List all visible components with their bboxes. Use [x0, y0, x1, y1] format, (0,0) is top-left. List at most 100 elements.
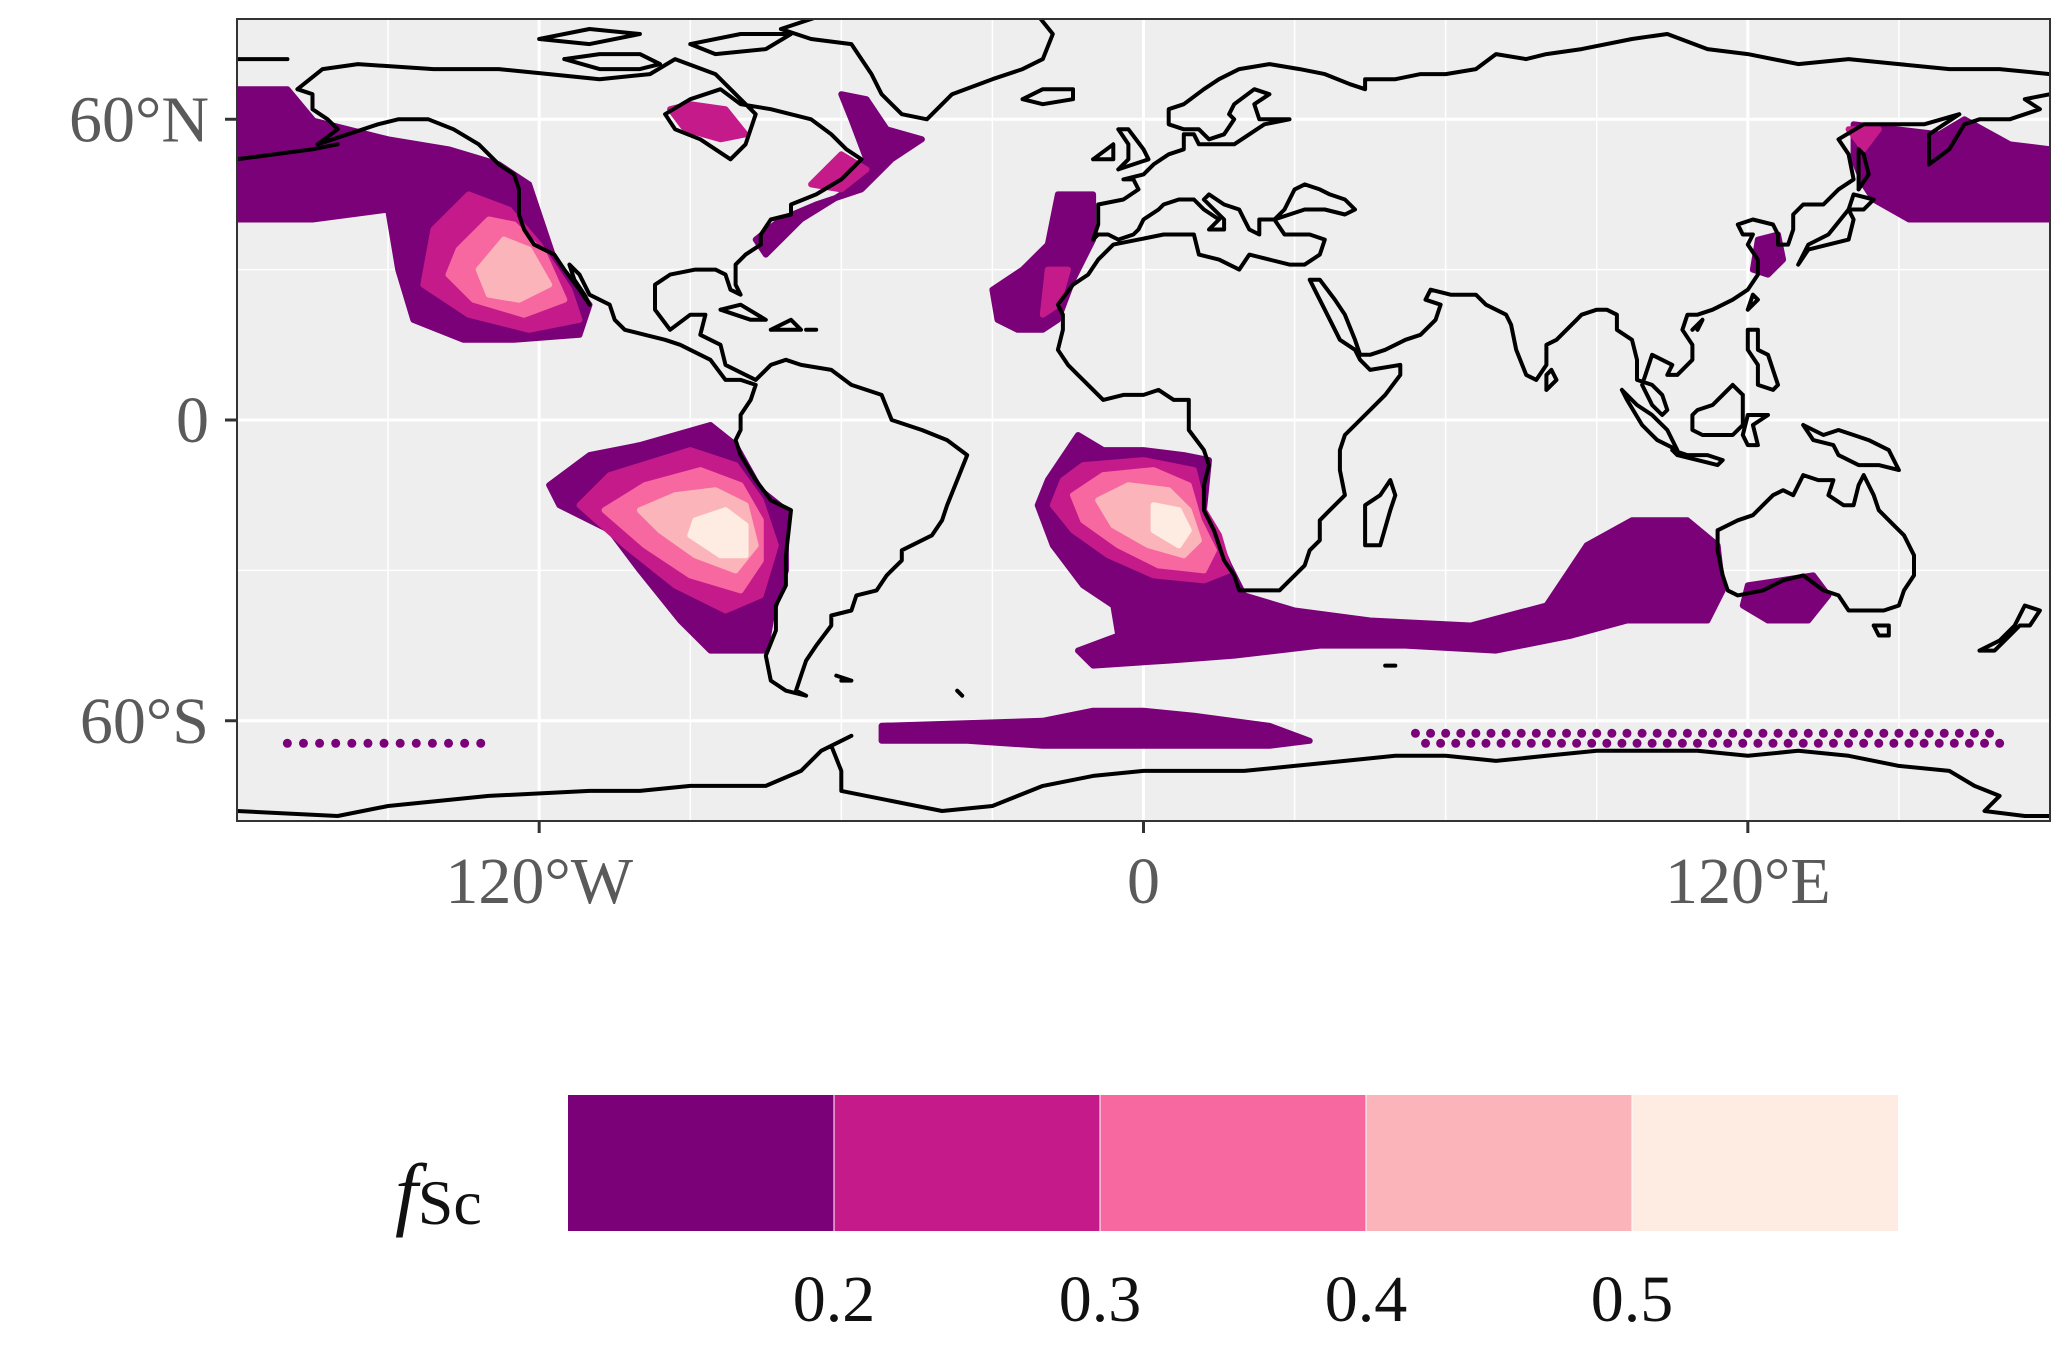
fsc-dot	[1456, 728, 1466, 738]
fsc-band-0	[1749, 231, 1787, 278]
coastline	[1715, 473, 1916, 613]
fsc-band-3	[475, 236, 553, 303]
fsc-dot	[1773, 728, 1783, 738]
fsc-dot	[1743, 728, 1753, 738]
fsc-dot	[1622, 728, 1632, 738]
fsc-dot	[1728, 728, 1738, 738]
fsc-dot	[1889, 738, 1899, 748]
fsc-dot	[1682, 728, 1692, 738]
x-tick-label: 120°E	[1665, 845, 1831, 918]
fsc-dot	[1632, 738, 1642, 748]
fsc-dot	[1713, 728, 1723, 738]
coastlines	[237, 19, 2050, 818]
coastline	[1116, 127, 1151, 172]
coastline	[1690, 382, 1745, 437]
legend-swatch	[1100, 1095, 1366, 1231]
fsc-dot	[379, 738, 389, 748]
fsc-dot	[1904, 738, 1914, 748]
fsc-dot	[1723, 738, 1733, 748]
coastline	[1801, 423, 1901, 473]
coastline	[1020, 87, 1075, 107]
fsc-dot	[460, 738, 470, 748]
legend-break-label: 0.4	[1325, 1263, 1408, 1336]
fsc-dot-row	[1410, 728, 1995, 738]
coastline	[955, 688, 965, 698]
coastline	[834, 673, 854, 683]
coastline	[1544, 367, 1559, 392]
fsc-dot	[1909, 728, 1919, 738]
coastline	[1977, 603, 2042, 653]
fsc-dot	[1501, 728, 1511, 738]
fsc-dot	[298, 738, 308, 748]
fsc-dot	[427, 738, 437, 748]
fsc-dot	[1587, 738, 1597, 748]
fsc-band-1	[667, 101, 749, 143]
fsc-region	[237, 86, 316, 138]
coastline	[1745, 292, 1760, 312]
coastline	[1055, 92, 2050, 593]
fsc-dot	[1602, 738, 1612, 748]
fsc-dot	[1637, 728, 1647, 738]
coastline	[1856, 147, 1871, 192]
fsc-dot	[1531, 728, 1541, 738]
fsc-dot	[1481, 738, 1491, 748]
legend-swatch	[834, 1095, 1100, 1231]
fsc-dot	[1964, 738, 1974, 748]
fsc-band-0	[989, 191, 1097, 333]
fsc-regions	[237, 86, 2050, 749]
fsc-dot	[1516, 728, 1526, 738]
fsc-dot	[1496, 738, 1506, 748]
fsc-dot	[1969, 728, 1979, 738]
fsc-dot	[1788, 728, 1798, 738]
coastline	[1091, 142, 1116, 162]
legend-title: fSc	[395, 1147, 482, 1238]
fsc-dot	[411, 738, 421, 748]
fsc-dot	[1768, 738, 1778, 748]
fsc-region	[1739, 572, 1832, 624]
coastline	[688, 32, 793, 57]
fsc-dot	[1451, 738, 1461, 748]
fsc-band-1	[1845, 126, 1882, 153]
fsc-dot	[1798, 738, 1808, 748]
fsc-dot	[1803, 728, 1813, 738]
fsc-dot	[1894, 728, 1904, 738]
fsc-band-4	[1150, 502, 1192, 549]
fsc-dot-row	[282, 738, 486, 748]
fsc-dot	[1511, 738, 1521, 748]
fsc-dot	[1617, 738, 1627, 748]
fsc-dot	[1466, 738, 1476, 748]
fsc-dot	[1546, 728, 1556, 738]
fsc-dot	[444, 738, 454, 748]
coastline	[1670, 448, 1725, 468]
coastline	[718, 302, 768, 322]
fsc-dot	[363, 738, 373, 748]
fsc-dot	[1562, 728, 1572, 738]
fsc-dot	[1526, 738, 1536, 748]
coastline	[295, 57, 970, 698]
y-tick-label: 0	[176, 384, 209, 457]
fsc-dot	[1753, 738, 1763, 748]
fsc-dot	[1980, 738, 1990, 748]
fsc-dot	[1471, 728, 1481, 738]
fsc-dot	[1677, 738, 1687, 748]
fsc-dot	[1592, 728, 1602, 738]
fsc-dot	[1607, 728, 1617, 738]
fsc-dot	[1995, 738, 2005, 748]
fsc-dot	[1410, 728, 1420, 738]
fsc-region	[878, 707, 1313, 749]
fsc-region	[237, 96, 593, 343]
fsc-dot	[1421, 738, 1431, 748]
fsc-dot	[1818, 728, 1828, 738]
fsc-dot	[1954, 728, 1964, 738]
fsc-dot	[1924, 728, 1934, 738]
coastline	[768, 317, 803, 332]
coastline	[1846, 192, 1876, 212]
fsc-band-0	[878, 707, 1313, 749]
legend-title-sub: Sc	[418, 1167, 482, 1238]
fsc-dot	[1879, 728, 1889, 738]
fsc-dot	[1939, 728, 1949, 738]
coastline	[1740, 413, 1770, 448]
axes: 120°W 0 120°E 60°N 0 60°S	[69, 83, 1831, 918]
fsc-dot	[1577, 728, 1587, 738]
fsc-region	[1034, 432, 1726, 669]
